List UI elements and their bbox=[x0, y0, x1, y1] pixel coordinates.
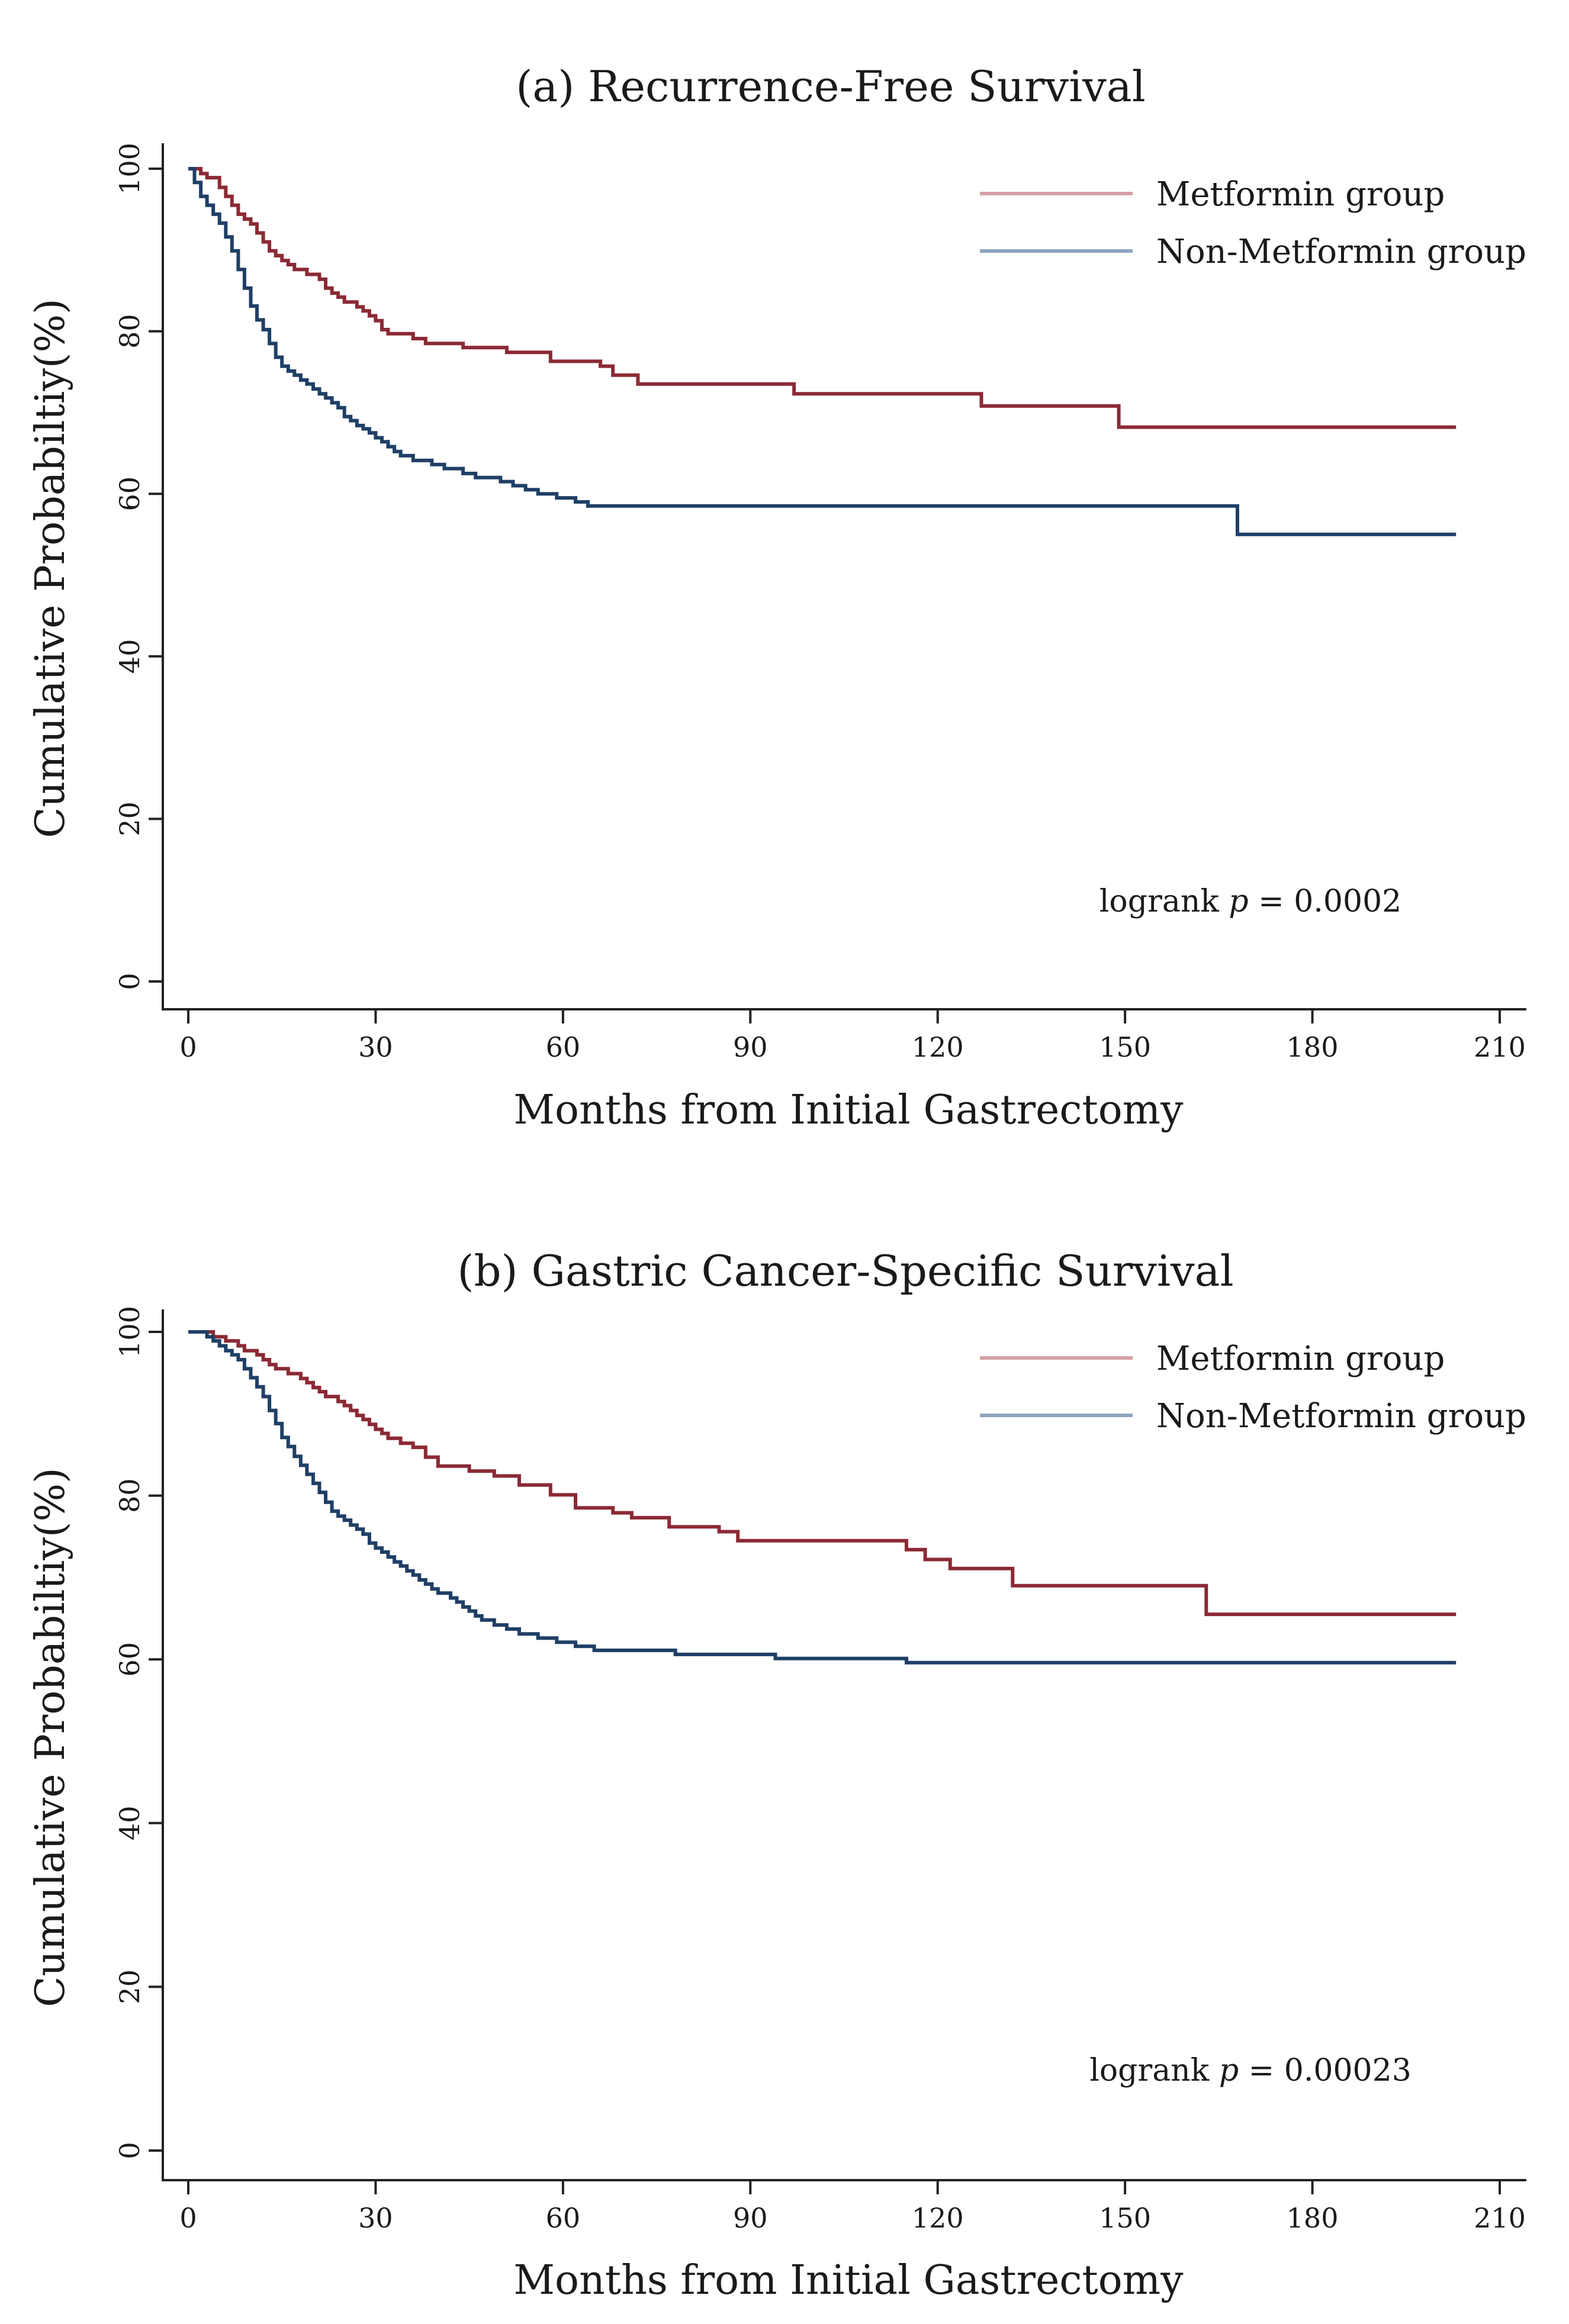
panel-a-logrank-annotation: logrank p = 0.0002 bbox=[1099, 884, 1402, 919]
panel-b-curve-metformin-group bbox=[188, 1330, 1457, 1617]
panel-a-y-tick-label-100: 100 bbox=[114, 143, 146, 195]
panel-a-x-tick-label-90: 90 bbox=[733, 1031, 768, 1063]
panel-a-y-tick-label-0: 0 bbox=[114, 973, 146, 990]
panel-a-x-tick-label-210: 210 bbox=[1474, 1031, 1526, 1063]
panel-b-x-tick-label-30: 30 bbox=[358, 2202, 393, 2234]
panel-b-x-tick-label-60: 60 bbox=[546, 2202, 581, 2234]
panel-b-x-tick-label-150: 150 bbox=[1099, 2202, 1151, 2234]
panel-a-curve-metformin-group bbox=[188, 167, 1457, 429]
panel-b: (b) Gastric Cancer-Specific Survival Mon… bbox=[27, 1246, 1526, 2304]
panel-a-logrank-value: = 0.0002 bbox=[1249, 884, 1402, 919]
panel-a: (a) Recurrence-Free Survival Months from… bbox=[27, 62, 1526, 1134]
panel-b-x-tick-label-120: 120 bbox=[912, 2202, 964, 2234]
panel-b-legend-label-metformin: Metformin group bbox=[1156, 1340, 1445, 1378]
panel-b-y-tick-label-0: 0 bbox=[114, 2142, 146, 2159]
panel-b-x-tick-label-90: 90 bbox=[733, 2202, 768, 2234]
panel-b-y-tick-label-40: 40 bbox=[114, 1806, 146, 1841]
panel-a-y-tick-label-40: 40 bbox=[114, 639, 146, 674]
panel-a-x-tick-label-60: 60 bbox=[546, 1031, 581, 1063]
panel-a-x-axis-label: Months from Initial Gastrectomy bbox=[513, 1087, 1184, 1134]
panel-a-x-tick-label-0: 0 bbox=[179, 1031, 197, 1063]
panel-b-x-ticks: 0 30 60 90 120 150 180 210 bbox=[179, 2180, 1526, 2234]
panel-a-legend: Metformin group Non-Metformin group bbox=[980, 175, 1526, 271]
panel-b-title: (b) Gastric Cancer-Specific Survival bbox=[457, 1246, 1233, 1296]
panel-a-y-tick-label-20: 20 bbox=[114, 802, 146, 836]
panel-a-x-ticks: 0 30 60 90 120 150 180 210 bbox=[179, 1009, 1526, 1063]
panel-a-x-tick-label-120: 120 bbox=[912, 1031, 964, 1063]
panel-b-y-ticks: 0 20 40 60 80 100 bbox=[114, 1306, 163, 2159]
panel-b-logrank-p: p bbox=[1219, 2053, 1239, 2088]
panel-a-curves bbox=[188, 167, 1457, 536]
panel-b-curves bbox=[188, 1330, 1457, 1665]
panel-b-legend-label-non-metformin: Non-Metformin group bbox=[1156, 1397, 1526, 1435]
panel-b-logrank-value: = 0.00023 bbox=[1239, 2053, 1412, 2088]
panel-b-x-tick-label-0: 0 bbox=[179, 2202, 197, 2234]
panel-b-y-axis-label: Cumulative Probabiltiy(%) bbox=[27, 1467, 74, 2007]
panel-b-logrank-prefix: logrank bbox=[1089, 2053, 1219, 2088]
panel-a-y-tick-label-60: 60 bbox=[114, 477, 146, 511]
panel-b-y-tick-label-20: 20 bbox=[114, 1969, 146, 2004]
panel-b-x-axis-label: Months from Initial Gastrectomy bbox=[513, 2257, 1184, 2304]
panel-b-y-tick-label-80: 80 bbox=[114, 1478, 146, 1513]
panel-a-y-ticks: 0 20 40 60 80 100 bbox=[114, 143, 163, 990]
panel-a-x-tick-label-30: 30 bbox=[358, 1031, 393, 1063]
panel-a-logrank-prefix: logrank bbox=[1099, 884, 1229, 919]
panel-a-curve-non-metformin-group bbox=[188, 167, 1457, 536]
panel-b-legend: Metformin group Non-Metformin group bbox=[980, 1340, 1526, 1435]
panel-a-logrank-p: p bbox=[1229, 884, 1248, 919]
panel-a-title: (a) Recurrence-Free Survival bbox=[516, 62, 1146, 111]
panel-a-legend-label-metformin: Metformin group bbox=[1156, 175, 1445, 214]
panel-b-x-tick-label-180: 180 bbox=[1287, 2202, 1339, 2234]
panel-b-y-tick-label-100: 100 bbox=[114, 1306, 146, 1358]
panel-b-y-tick-label-60: 60 bbox=[114, 1642, 146, 1677]
panel-a-x-tick-label-180: 180 bbox=[1287, 1031, 1339, 1063]
panel-b-curve-non-metformin-group bbox=[188, 1330, 1457, 1665]
panel-a-legend-label-non-metformin: Non-Metformin group bbox=[1156, 233, 1526, 271]
panel-a-y-tick-label-80: 80 bbox=[114, 314, 146, 349]
panel-a-y-axis-label: Cumulative Probabiltiy(%) bbox=[27, 298, 74, 838]
panel-b-x-tick-label-210: 210 bbox=[1474, 2202, 1526, 2234]
panel-b-logrank-annotation: logrank p = 0.00023 bbox=[1089, 2053, 1412, 2088]
panel-a-x-tick-label-150: 150 bbox=[1099, 1031, 1151, 1063]
